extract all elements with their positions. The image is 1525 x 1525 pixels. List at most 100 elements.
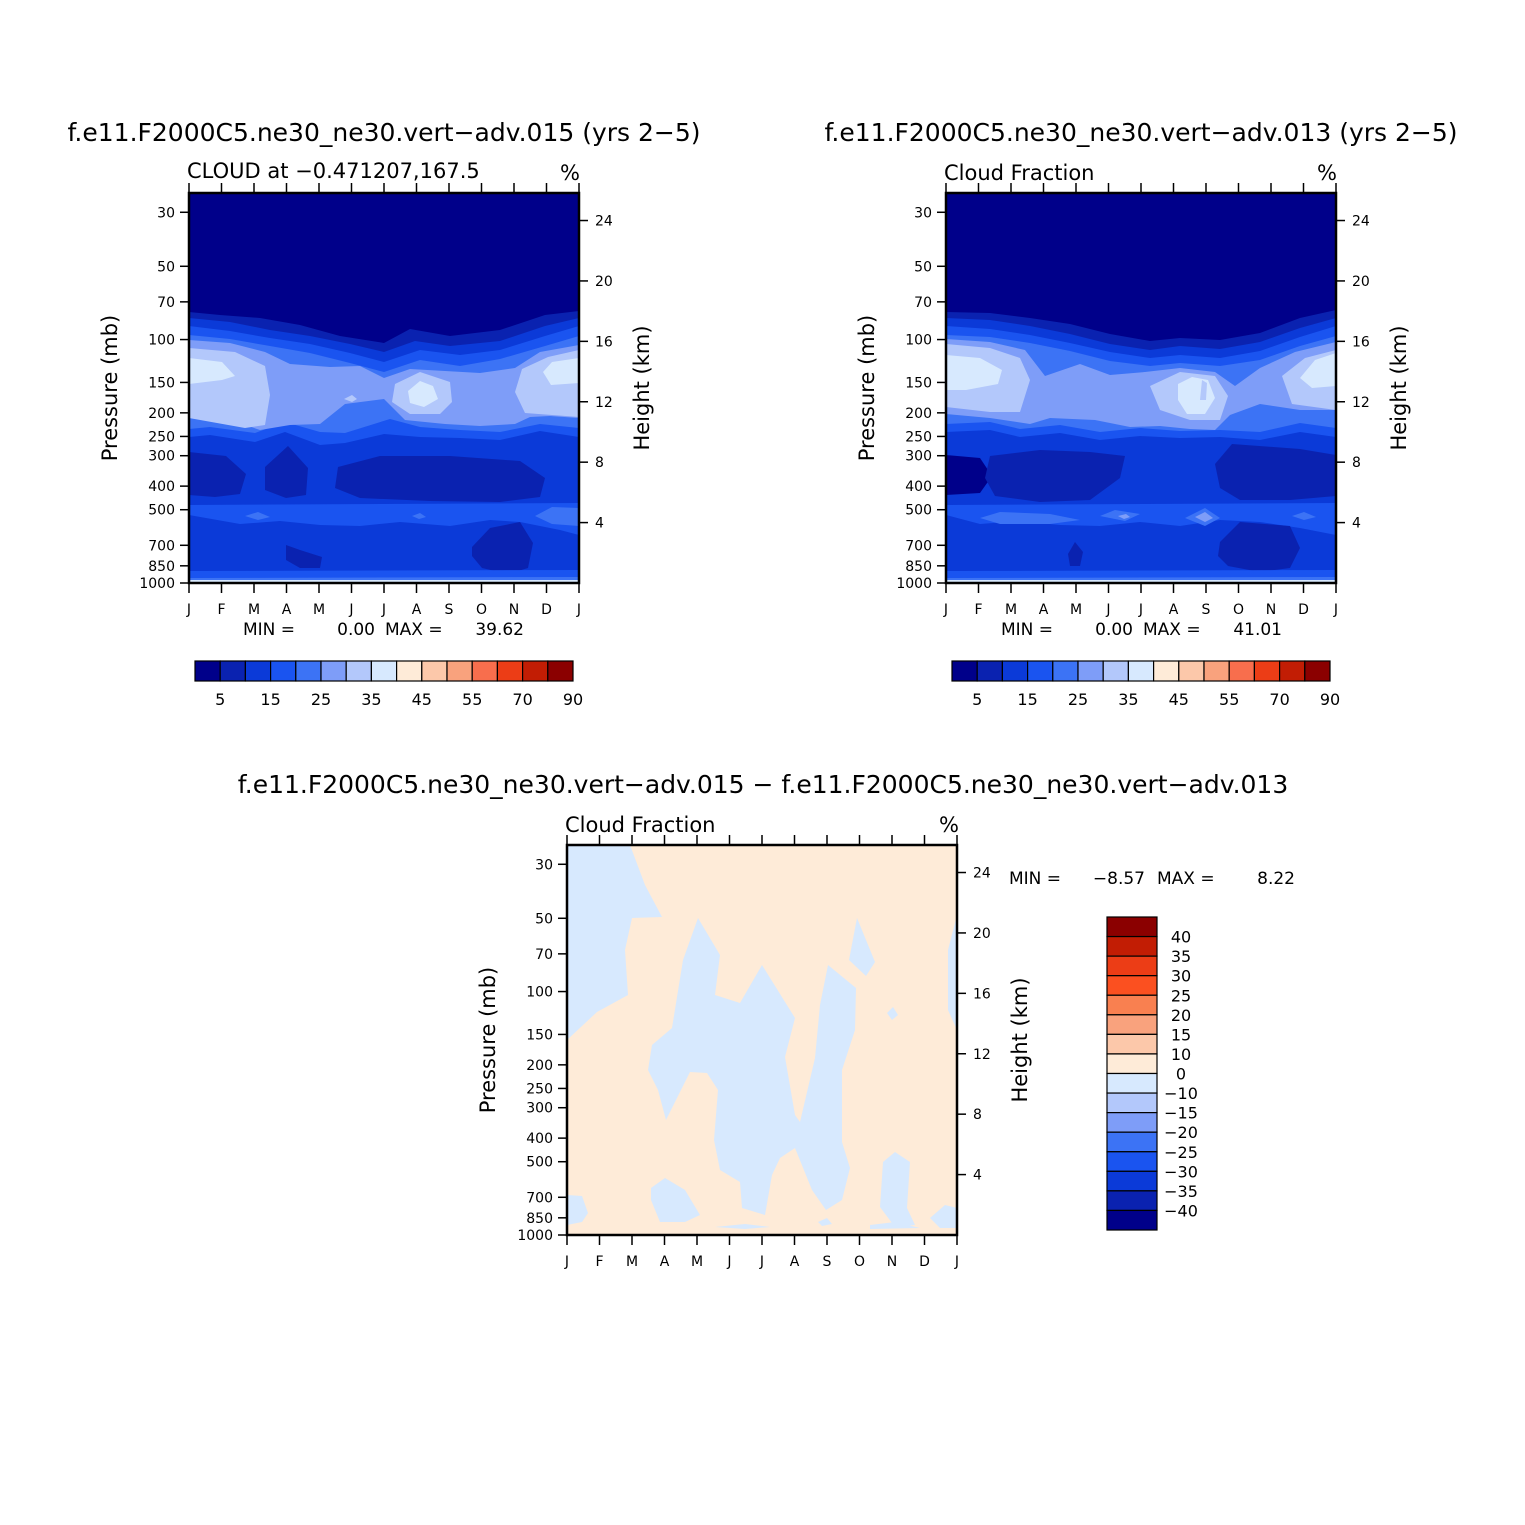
pressure-tick-label: 30 <box>535 857 553 873</box>
height-tick-label: 16 <box>1352 334 1370 350</box>
panel-3: f.e11.F2000C5.ne30_ne30.vert−adv.015 − f… <box>238 770 1295 1270</box>
colorbar-label: −25 <box>1164 1143 1198 1162</box>
month-tick-label: A <box>1169 602 1179 618</box>
month-tick-label: J <box>564 1254 569 1270</box>
height-tick-label: 24 <box>973 866 991 882</box>
colorbar-label: 15 <box>260 690 280 709</box>
colorbar-swatch <box>194 660 221 682</box>
pressure-tick-label: 1000 <box>517 1228 553 1244</box>
colorbar-swatch <box>521 660 549 682</box>
colorbar-swatch <box>1106 1131 1158 1153</box>
panel-3-max-label: MAX = <box>1157 869 1215 889</box>
panel-2-ylabel-right: Height (km) <box>1387 325 1411 450</box>
colorbar-swatch <box>1026 660 1054 682</box>
colorbar-swatch <box>1106 1151 1158 1172</box>
month-tick-label: A <box>1039 602 1049 618</box>
height-tick-label: 8 <box>973 1107 982 1123</box>
colorbar-swatch <box>1278 660 1306 682</box>
colorbar-label: −30 <box>1164 1162 1198 1181</box>
pressure-tick-label: 30 <box>914 205 932 221</box>
month-tick-label: N <box>1266 602 1276 618</box>
pressure-tick-label: 200 <box>905 406 932 422</box>
height-tick-label: 12 <box>973 1047 991 1063</box>
colorbar-swatch <box>1077 660 1104 682</box>
height-tick-label: 4 <box>595 516 604 532</box>
panel-1-min-value: 0.00 <box>337 620 375 640</box>
panel-2-min-value: 0.00 <box>1095 620 1133 640</box>
panel-1-contour-field <box>189 193 579 583</box>
panel-3-contour-field <box>567 845 957 1235</box>
colorbar-label: 25 <box>1068 690 1088 709</box>
panel-3-units: % <box>939 813 959 837</box>
colorbar-swatch <box>976 660 1004 682</box>
colorbar-swatch <box>496 660 524 682</box>
pressure-tick-label: 400 <box>526 1131 553 1147</box>
pressure-tick-label: 1000 <box>139 576 175 592</box>
panel-2-title: f.e11.F2000C5.ne30_ne30.vert−adv.013 (yr… <box>824 118 1457 147</box>
colorbar-swatch <box>1106 1209 1158 1231</box>
pressure-tick-label: 700 <box>148 538 175 554</box>
pressure-tick-label: 700 <box>526 1190 553 1206</box>
month-tick-label: F <box>595 1254 603 1270</box>
pressure-tick-label: 850 <box>526 1211 553 1227</box>
pressure-tick-label: 300 <box>526 1101 553 1117</box>
colorbar-label: 40 <box>1171 928 1191 947</box>
colorbar-label: −35 <box>1164 1182 1198 1201</box>
panel-2-variable-label: Cloud Fraction <box>944 161 1095 185</box>
pressure-tick-label: 100 <box>526 985 553 1001</box>
pressure-tick-label: 500 <box>905 503 932 519</box>
colorbar-swatch <box>1106 994 1158 1016</box>
colorbar-label: 10 <box>1171 1045 1191 1064</box>
colorbar-label: 90 <box>563 690 583 709</box>
colorbar-swatch <box>1178 660 1205 682</box>
panel-3-title: f.e11.F2000C5.ne30_ne30.vert−adv.015 − f… <box>238 770 1288 799</box>
colorbar-label: 70 <box>512 690 532 709</box>
panel-3-min-value: −8.57 <box>1093 869 1145 889</box>
colorbar-label: 30 <box>1171 967 1191 986</box>
month-tick-label: M <box>1070 602 1082 618</box>
colorbar-label: 55 <box>1219 690 1239 709</box>
month-tick-label: A <box>282 602 292 618</box>
height-tick-label: 12 <box>595 395 613 411</box>
colorbar-label: 45 <box>1169 690 1189 709</box>
pressure-tick-label: 200 <box>148 406 175 422</box>
panel-2-units: % <box>1317 161 1337 185</box>
colorbar-swatch <box>295 660 322 682</box>
colorbar-label: 55 <box>462 690 482 709</box>
colorbar-swatch <box>1106 1033 1158 1055</box>
colorbar-label: −40 <box>1164 1201 1198 1220</box>
colorbar-label: 25 <box>311 690 331 709</box>
month-tick-label: A <box>412 602 422 618</box>
month-tick-label: S <box>445 602 454 618</box>
pressure-tick-label: 250 <box>148 429 175 445</box>
colorbar-swatch <box>244 660 272 682</box>
colorbar-swatch <box>1152 660 1180 682</box>
pressure-tick-label: 400 <box>148 479 175 495</box>
pressure-tick-label: 1000 <box>896 576 932 592</box>
panel-1: f.e11.F2000C5.ne30_ne30.vert−adv.015 (yr… <box>67 118 700 709</box>
colorbar-label: 70 <box>1269 690 1289 709</box>
panel-1-max-value: 39.62 <box>475 620 524 640</box>
colorbar-swatch <box>270 660 297 682</box>
colorbar-swatch <box>1106 1190 1158 1212</box>
pressure-tick-label: 850 <box>148 559 175 575</box>
panel-1-variable-label: CLOUD at −0.471207,167.5 <box>187 159 480 183</box>
pressure-tick-label: 850 <box>905 559 932 575</box>
panel-2-max-label: MAX = <box>1143 620 1201 640</box>
panel-3-ylabel: Pressure (mb) <box>476 967 500 1114</box>
panel-1-ylabel: Pressure (mb) <box>98 315 122 462</box>
panel-2-ylabel: Pressure (mb) <box>855 315 879 462</box>
colorbar-swatch <box>1228 660 1255 682</box>
colorbar-swatch <box>1102 660 1129 682</box>
month-tick-label: S <box>823 1254 832 1270</box>
height-tick-label: 20 <box>973 926 991 942</box>
colorbar-swatch <box>1106 1072 1158 1094</box>
pressure-tick-label: 150 <box>905 375 932 391</box>
pressure-tick-label: 70 <box>535 947 553 963</box>
pressure-tick-label: 300 <box>148 449 175 465</box>
colorbar-swatch <box>1106 955 1158 977</box>
colorbar-label: 35 <box>361 690 381 709</box>
